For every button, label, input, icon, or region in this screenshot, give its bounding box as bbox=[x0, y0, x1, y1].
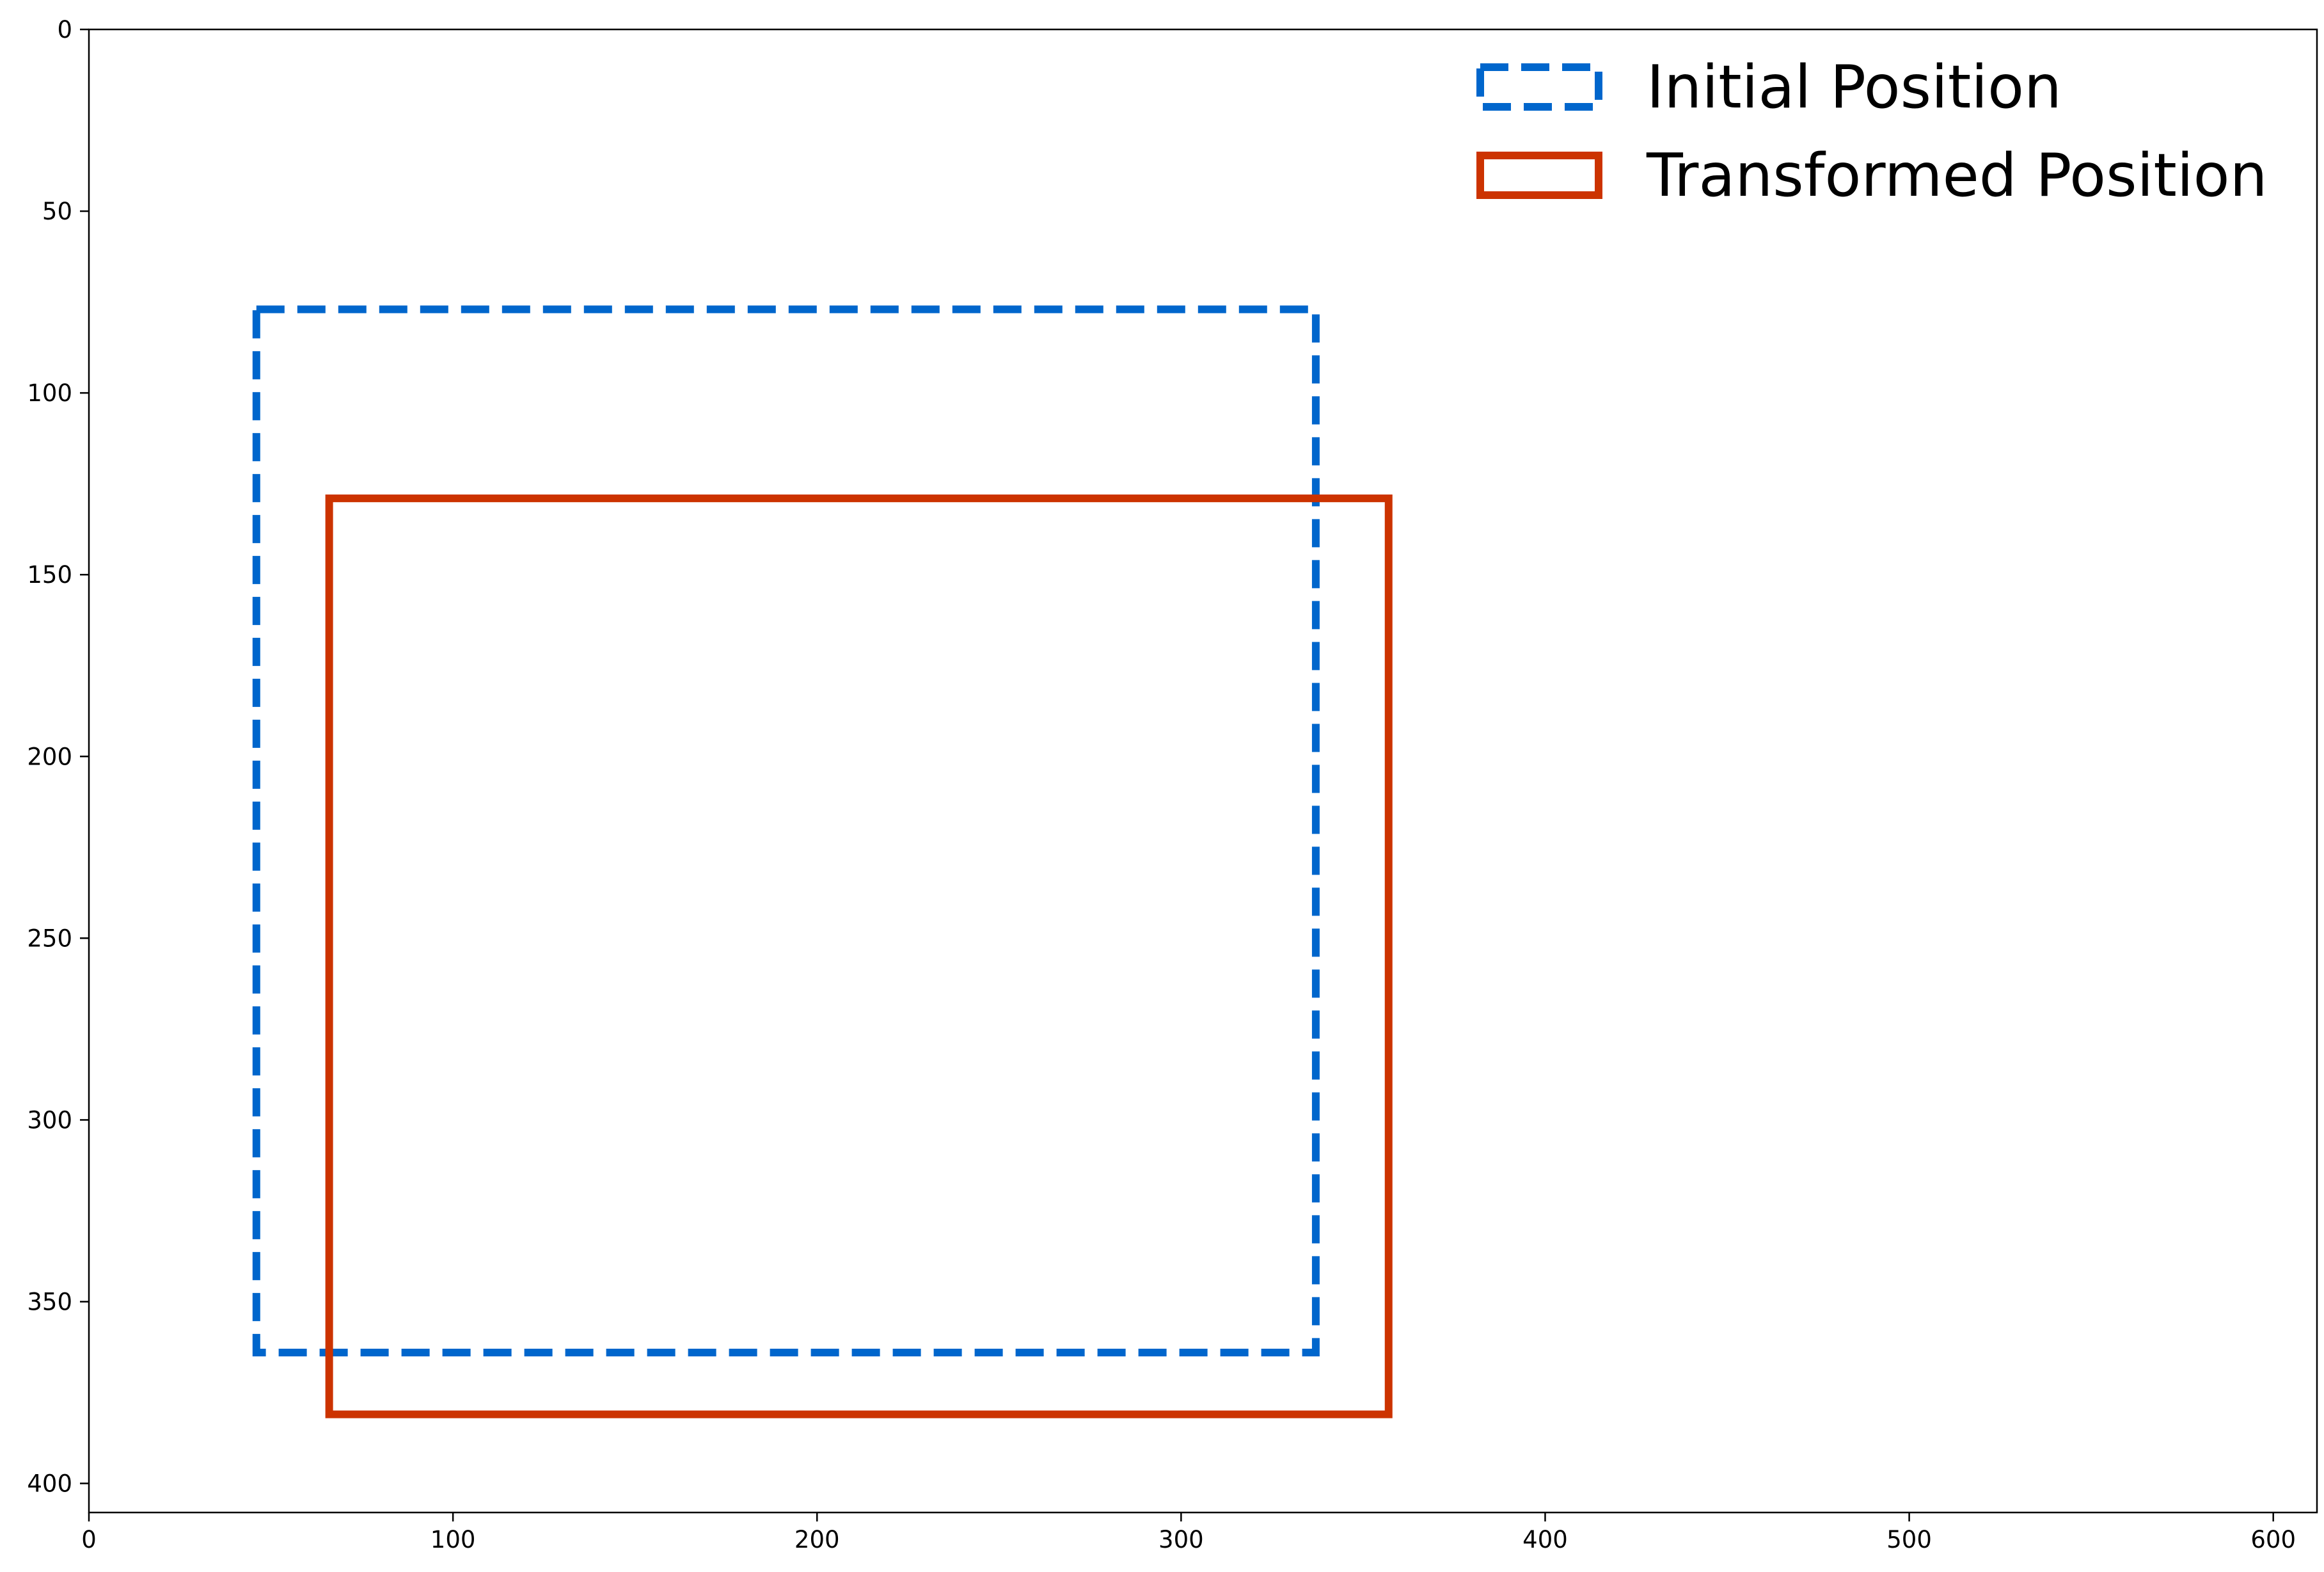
x-tick-label: 100 bbox=[431, 1526, 476, 1553]
y-tick-label: 250 bbox=[27, 925, 72, 952]
y-tick-label: 200 bbox=[27, 743, 72, 770]
plot-frame bbox=[88, 28, 2318, 1514]
initial-position-rect bbox=[252, 305, 1320, 1357]
transformed-position-rect bbox=[325, 494, 1393, 1418]
legend-label-transformed: Transformed Position bbox=[1646, 141, 2268, 210]
x-tick-label: 300 bbox=[1158, 1526, 1204, 1553]
y-tick-label: 400 bbox=[27, 1470, 72, 1498]
x-tick-label: 0 bbox=[81, 1526, 97, 1553]
y-tick-label: 150 bbox=[27, 561, 72, 589]
y-tick-label: 350 bbox=[27, 1288, 72, 1315]
y-tick-label: 300 bbox=[27, 1106, 72, 1134]
x-tick-label: 500 bbox=[1886, 1526, 1932, 1553]
data-marks bbox=[252, 305, 1393, 1418]
x-tick-label: 400 bbox=[1522, 1526, 1568, 1553]
y-axis: 0 50 100 150 200 250 300 350 400 bbox=[27, 16, 89, 1498]
x-tick-label: 600 bbox=[2250, 1526, 2296, 1553]
legend-swatch-initial bbox=[1476, 63, 1602, 111]
y-tick-label: 50 bbox=[42, 198, 72, 225]
x-axis: 0 100 200 300 400 500 600 bbox=[81, 1512, 2296, 1553]
legend: Initial Position Transformed Position bbox=[1476, 52, 2268, 210]
legend-label-initial: Initial Position bbox=[1647, 52, 2062, 122]
y-tick-label: 0 bbox=[57, 16, 72, 44]
x-tick-label: 200 bbox=[794, 1526, 840, 1553]
legend-swatch-transformed bbox=[1476, 152, 1602, 199]
y-tick-label: 100 bbox=[27, 379, 72, 407]
